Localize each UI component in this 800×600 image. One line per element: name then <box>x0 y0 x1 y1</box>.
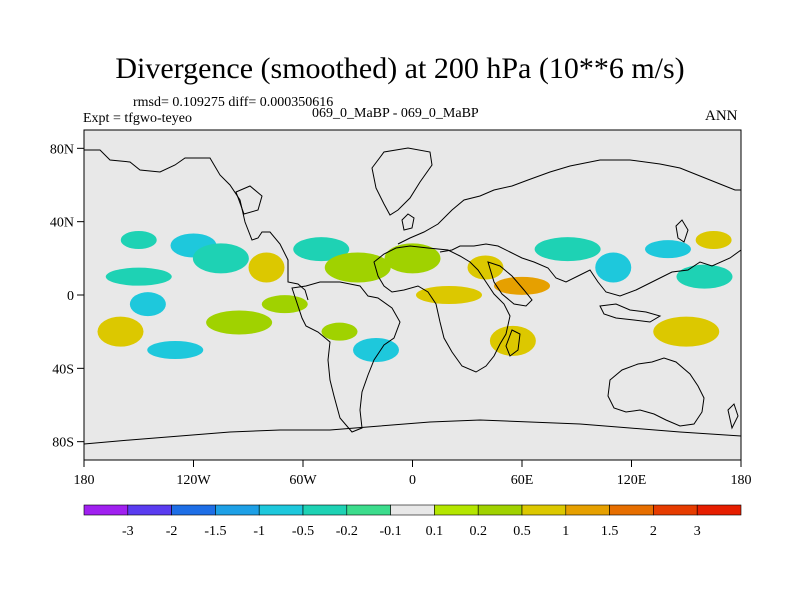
coastline-hudson-bay <box>235 185 263 215</box>
colorbar-swatch <box>653 504 698 516</box>
colorbar: -3 -2 -1.5 -1 -0.5 -0.2 -0.1 0.1 0.2 0.5 1 1.5 2 3 <box>83 504 742 539</box>
contour-patch <box>147 341 204 359</box>
contour-patch <box>653 316 720 347</box>
coastline-antarctica <box>84 419 741 445</box>
y-tick-label: 80N <box>50 142 74 157</box>
stats-line: rmsd= 0.109275 diff= 0.000350616 <box>133 95 334 110</box>
x-tick-label: 0 <box>409 473 416 488</box>
colorbar-swatch <box>565 504 610 516</box>
coastline-arabia <box>487 261 533 307</box>
colorbar-label: 0.2 <box>469 524 487 539</box>
contour-patch <box>192 243 249 274</box>
contour-patch <box>676 264 733 289</box>
case-names: 069_0_MaBP - 069_0_MaBP <box>312 106 479 121</box>
colorbar-label: 0.5 <box>513 524 531 539</box>
colorbar-label: -0.5 <box>292 524 314 539</box>
colorbar-swatch <box>127 504 172 516</box>
contour-patch <box>120 231 157 249</box>
x-tick-label: 180 <box>731 473 752 488</box>
contour-patch <box>105 267 172 286</box>
x-tick-label: 180 <box>74 473 95 488</box>
y-tick-label: 0 <box>67 289 74 304</box>
colorbar-swatch <box>477 504 523 516</box>
colorbar-label: 3 <box>694 524 701 539</box>
y-tick-label: 40N <box>50 216 74 231</box>
coastline-new-zealand <box>727 403 739 430</box>
coastline-north-america <box>84 149 309 301</box>
colorbar-label: -0.1 <box>380 524 402 539</box>
contour-patch <box>494 276 550 295</box>
y-tick-label: 80S <box>52 436 74 451</box>
contour-patch <box>695 231 732 249</box>
colorbar-label: 1.5 <box>601 524 619 539</box>
x-tick-label: 120E <box>617 473 647 488</box>
coastline-madagascar <box>505 329 521 357</box>
contour-patch <box>534 237 601 262</box>
contour-patch <box>261 295 308 314</box>
colorbar-swatch <box>258 504 304 516</box>
y-tick-label: 40S <box>52 362 74 377</box>
colorbar-swatch <box>434 504 479 516</box>
contour-patch <box>324 252 391 283</box>
coastline-greenland <box>371 147 433 216</box>
coastlines <box>84 147 741 445</box>
colorbar-label: -2 <box>166 524 178 539</box>
x-tick-label: 60W <box>289 473 317 488</box>
colorbar-swatch <box>521 504 567 516</box>
coastline-south-america <box>291 281 401 433</box>
colorbar-label: 0.1 <box>426 524 444 539</box>
contour-patch <box>645 240 691 259</box>
colorbar-swatch <box>302 504 348 516</box>
contour-patch <box>97 316 144 347</box>
colorbar-swatch <box>215 504 260 516</box>
colorbar-swatch <box>346 504 391 516</box>
contour-patch <box>248 252 285 283</box>
experiment-label: Expt = tfgwo-teyeo <box>83 111 192 126</box>
colorbar-swatch <box>83 504 129 516</box>
contour-patch <box>206 310 273 335</box>
contour-patch <box>595 252 632 283</box>
contour-patch <box>353 338 399 362</box>
colorbar-label: -1 <box>253 524 265 539</box>
coastline-eurasia <box>397 159 741 245</box>
colorbar-swatch <box>390 504 435 516</box>
chart-title: Divergence (smoothed) at 200 hPa (10**6 … <box>115 52 685 85</box>
contour-patch <box>129 292 166 317</box>
map-background <box>84 130 741 460</box>
contour-patch <box>416 286 482 304</box>
coastline-british-isles <box>401 213 415 231</box>
colorbar-swatch <box>696 504 742 516</box>
x-tick-label: 60E <box>511 473 534 488</box>
colorbar-label: -0.2 <box>336 524 358 539</box>
colorbar-swatch <box>171 504 216 516</box>
coastline-indonesia <box>599 303 662 323</box>
coastline-australia <box>607 357 705 427</box>
colorbar-label: -3 <box>122 524 134 539</box>
season-label: ANN <box>705 108 738 124</box>
coastline-japan <box>675 219 689 243</box>
x-axis: 180 120W 60W 0 60E 120E 180 <box>74 460 752 488</box>
coastline-africa <box>373 245 511 373</box>
contour-patch <box>489 325 536 356</box>
coastline-asia-south <box>439 243 741 297</box>
contour-patch <box>467 255 504 280</box>
colorbar-swatch <box>609 504 654 516</box>
y-axis: 80N 40N 0 40S 80S <box>50 142 84 451</box>
x-tick-label: 120W <box>176 473 211 488</box>
contour-patch <box>321 322 358 341</box>
colorbar-label: -1.5 <box>204 524 226 539</box>
colorbar-label: 1 <box>562 524 569 539</box>
contour-patch <box>384 243 441 274</box>
colorbar-label: 2 <box>650 524 657 539</box>
contour-patch <box>293 237 350 262</box>
